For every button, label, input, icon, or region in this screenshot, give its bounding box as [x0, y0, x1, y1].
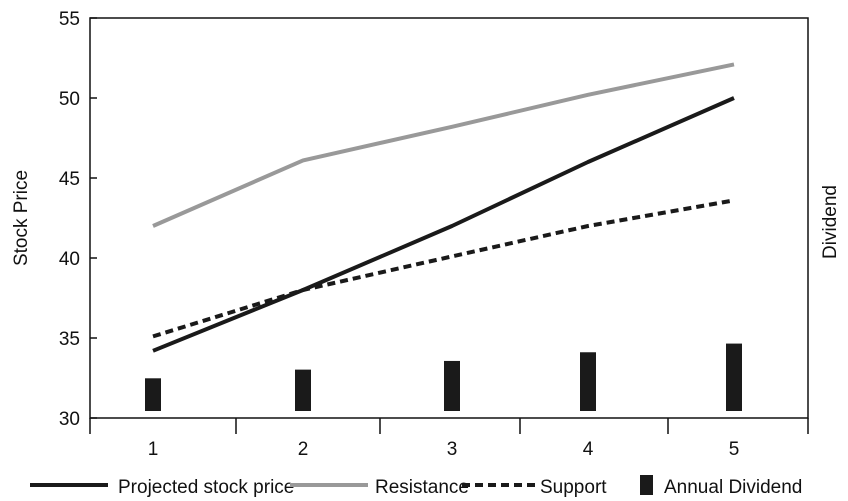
series-line-support	[152, 198, 735, 339]
legend-label-annual-dividend: Annual Dividend	[664, 477, 802, 498]
series-line-projected-stock-price	[152, 96, 735, 353]
bar-annual-dividend	[580, 352, 596, 411]
plot-frame	[89, 17, 809, 419]
legend-label-projected-stock-price: Projected stock price	[118, 477, 294, 498]
bar-annual-dividend	[726, 343, 742, 411]
x-tick-label: 2	[298, 439, 309, 460]
y-tick-label: 35	[59, 329, 80, 350]
y-tick-label: 55	[59, 9, 80, 30]
series-line-resistance	[152, 62, 735, 228]
x-tick-label: 3	[447, 439, 458, 460]
bar-annual-dividend	[295, 369, 311, 411]
bar-annual-dividend	[444, 360, 460, 411]
x-tick-label: 4	[583, 439, 594, 460]
legend-swatch-annual-dividend	[640, 475, 653, 495]
y-tick-label: 40	[59, 249, 80, 270]
x-tick-label: 1	[148, 439, 159, 460]
y2-axis-title: Dividend	[820, 185, 841, 259]
bar-annual-dividend	[145, 378, 161, 411]
y-tick-label: 30	[59, 409, 80, 430]
y-tick-label: 50	[59, 89, 80, 110]
legend-label-support: Support	[540, 477, 607, 498]
legend-label-resistance: Resistance	[375, 477, 469, 498]
x-tick-label: 5	[729, 439, 740, 460]
y-axis-title: Stock Price	[11, 170, 32, 266]
y-tick-label: 45	[59, 169, 80, 190]
